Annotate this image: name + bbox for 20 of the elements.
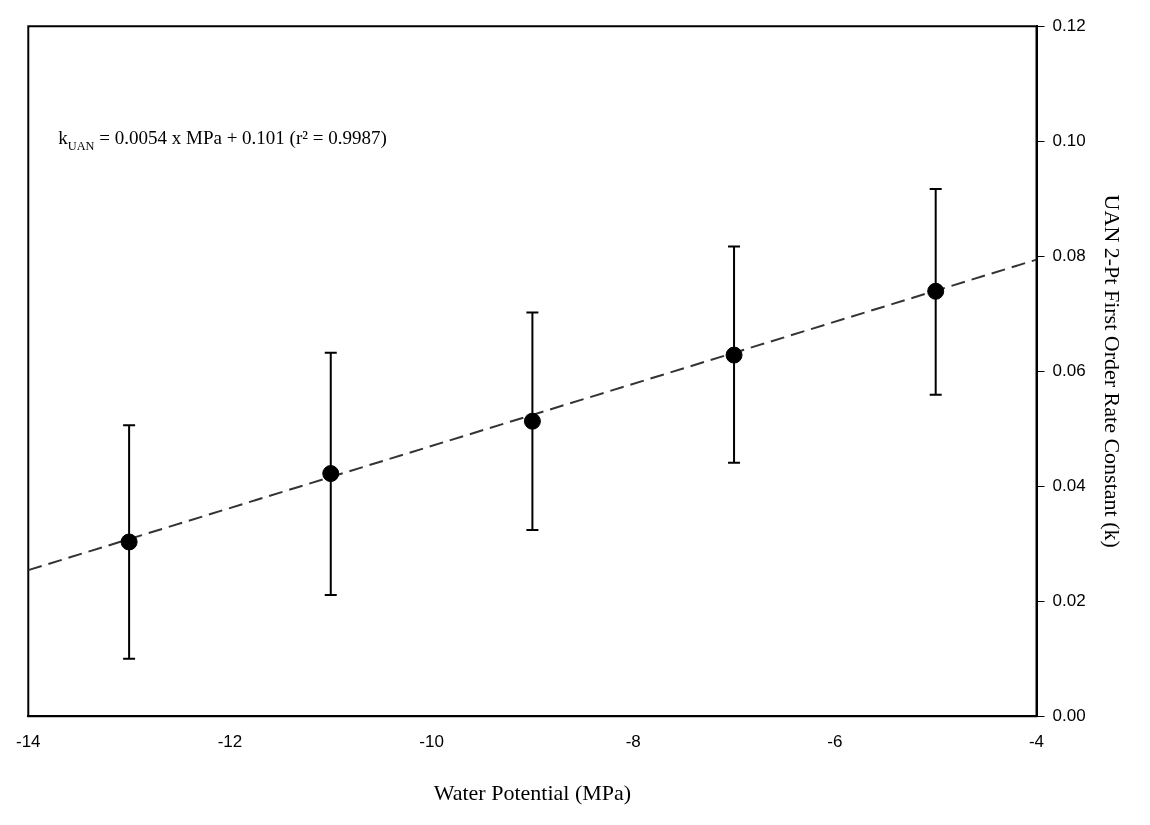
- point: [725, 346, 743, 364]
- y-tick-label: 0.06: [1052, 360, 1086, 380]
- x-axis-title: Water Potential (MPa): [433, 779, 632, 805]
- y-tick-label: 0.12: [1052, 15, 1086, 35]
- y-tick-label: 0.08: [1052, 245, 1086, 265]
- point: [927, 282, 945, 300]
- point: [523, 412, 541, 430]
- x-tick-label: -10: [419, 732, 444, 752]
- y-tick-label: 0.04: [1052, 475, 1086, 495]
- point: [120, 533, 138, 551]
- y-tick-label: 0.02: [1052, 590, 1086, 610]
- x-tick-label: -4: [1028, 732, 1045, 752]
- y-axis-title: UAN 2-Pt First Order Rate Constant (k): [1100, 194, 1126, 548]
- x-tick-label: -12: [217, 732, 243, 752]
- y-tick-label: 0.10: [1052, 130, 1086, 150]
- x-tick-label: -14: [16, 732, 41, 752]
- y-tick-label: 0.00: [1052, 705, 1086, 725]
- x-tick-label: -8: [625, 732, 641, 752]
- x-tick-label: -6: [827, 732, 843, 752]
- point: [322, 465, 340, 483]
